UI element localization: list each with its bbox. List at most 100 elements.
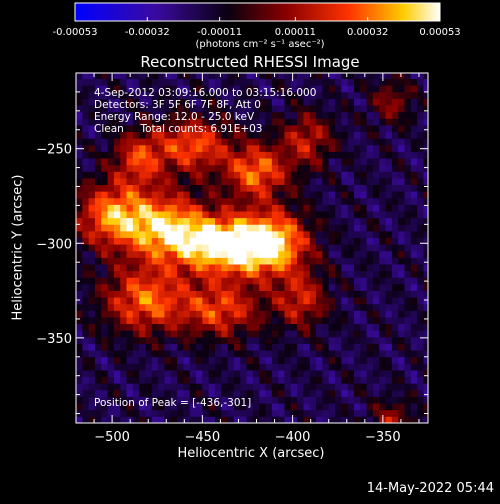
heatmap-cell xyxy=(303,131,311,139)
heatmap-cell xyxy=(94,244,102,252)
heatmap-cell xyxy=(208,376,216,384)
heatmap-cell xyxy=(145,330,153,338)
heatmap-cell xyxy=(145,98,153,106)
heatmap-cell xyxy=(164,131,172,139)
heatmap-cell xyxy=(189,244,197,252)
heatmap-cell xyxy=(126,376,134,384)
heatmap-cell xyxy=(101,416,108,423)
heatmap-cell xyxy=(202,244,210,252)
heatmap-cell xyxy=(297,158,304,166)
heatmap-cell xyxy=(271,270,279,278)
heatmap-cell xyxy=(410,197,418,205)
heatmap-cell xyxy=(113,330,121,338)
heatmap-cell xyxy=(82,323,90,331)
heatmap-cell xyxy=(94,105,102,113)
heatmap-cell xyxy=(196,184,203,192)
heatmap-cell xyxy=(328,356,336,364)
heatmap-cell xyxy=(145,151,153,159)
heatmap-cell xyxy=(202,250,210,258)
heatmap-cell xyxy=(94,211,102,219)
heatmap-cell xyxy=(76,224,83,232)
heatmap-cell xyxy=(398,105,405,113)
heatmap-cell xyxy=(183,197,191,205)
heatmap-cell xyxy=(132,131,140,139)
heatmap-cell xyxy=(335,184,342,192)
heatmap-cell xyxy=(107,303,115,311)
heatmap-cell xyxy=(379,403,386,411)
heatmap-cell xyxy=(353,376,361,384)
heatmap-cell xyxy=(246,297,254,305)
heatmap-cell xyxy=(284,105,292,113)
heatmap-cell xyxy=(101,85,108,93)
heatmap-cell xyxy=(335,164,342,172)
heatmap-cell xyxy=(82,118,90,126)
heatmap-cell xyxy=(139,343,146,351)
heatmap-cell xyxy=(113,217,121,225)
heatmap-cell xyxy=(391,244,399,252)
heatmap-cell xyxy=(316,164,323,172)
heatmap-cell xyxy=(391,264,399,272)
heatmap-cell xyxy=(271,244,279,252)
heatmap-cell xyxy=(353,184,361,192)
heatmap-cell xyxy=(132,396,140,404)
heatmap-cell xyxy=(240,310,247,318)
heatmap-cell xyxy=(372,343,380,351)
heatmap-cell xyxy=(284,336,292,344)
heatmap-cell xyxy=(391,363,399,371)
heatmap-cell xyxy=(385,290,393,298)
heatmap-cell xyxy=(341,224,349,232)
heatmap-cell xyxy=(240,105,247,113)
heatmap-cell xyxy=(221,330,229,338)
heatmap-cell xyxy=(196,171,203,179)
heatmap-cell xyxy=(410,257,418,265)
heatmap-cell xyxy=(151,323,159,331)
heatmap-cell xyxy=(214,336,222,344)
heatmap-cell xyxy=(278,105,285,113)
heatmap-cell xyxy=(177,310,184,318)
heatmap-cell xyxy=(221,343,229,351)
heatmap-cell xyxy=(259,230,266,238)
heatmap-cell xyxy=(177,131,184,139)
heatmap-cell xyxy=(290,290,298,298)
heatmap-cell xyxy=(309,105,317,113)
heatmap-cell xyxy=(385,244,393,252)
heatmap-cell xyxy=(214,370,222,378)
heatmap-cell xyxy=(372,317,380,325)
heatmap-cell xyxy=(139,98,146,106)
heatmap-cell xyxy=(126,270,134,278)
heatmap-cell xyxy=(107,383,115,391)
heatmap-cell xyxy=(335,237,342,245)
heatmap-cell xyxy=(202,158,210,166)
heatmap-cell xyxy=(322,370,330,378)
heatmap-cell xyxy=(120,217,127,225)
heatmap-cell xyxy=(271,310,279,318)
heatmap-cell xyxy=(107,138,115,146)
heatmap-cell xyxy=(126,363,134,371)
heatmap-cell xyxy=(151,125,159,133)
heatmap-cell xyxy=(170,158,178,166)
heatmap-cell xyxy=(113,310,121,318)
heatmap-cell xyxy=(101,98,108,106)
heatmap-cell xyxy=(88,151,96,159)
heatmap-cell xyxy=(398,111,405,119)
heatmap-cell xyxy=(202,125,210,133)
heatmap-cell xyxy=(259,237,266,245)
heatmap-cell xyxy=(126,336,134,344)
info-detectors: Detectors: 3F 5F 6F 7F 8F, Att 0 xyxy=(94,99,261,111)
heatmap-cell xyxy=(126,383,134,391)
heatmap-cell xyxy=(309,184,317,192)
heatmap-cell xyxy=(290,151,298,159)
heatmap-cell xyxy=(164,217,172,225)
heatmap-cell xyxy=(278,191,285,199)
heatmap-cell xyxy=(347,204,355,212)
heatmap-cell xyxy=(227,356,235,364)
heatmap-cell xyxy=(120,383,127,391)
heatmap-cell xyxy=(196,151,203,159)
heatmap-cell xyxy=(240,409,247,417)
heatmap-cell xyxy=(252,191,260,199)
heatmap-cell xyxy=(82,376,90,384)
heatmap-cell xyxy=(341,297,349,305)
heatmap-cell xyxy=(271,264,279,272)
heatmap-cell xyxy=(328,283,336,291)
heatmap-cell xyxy=(379,330,386,338)
